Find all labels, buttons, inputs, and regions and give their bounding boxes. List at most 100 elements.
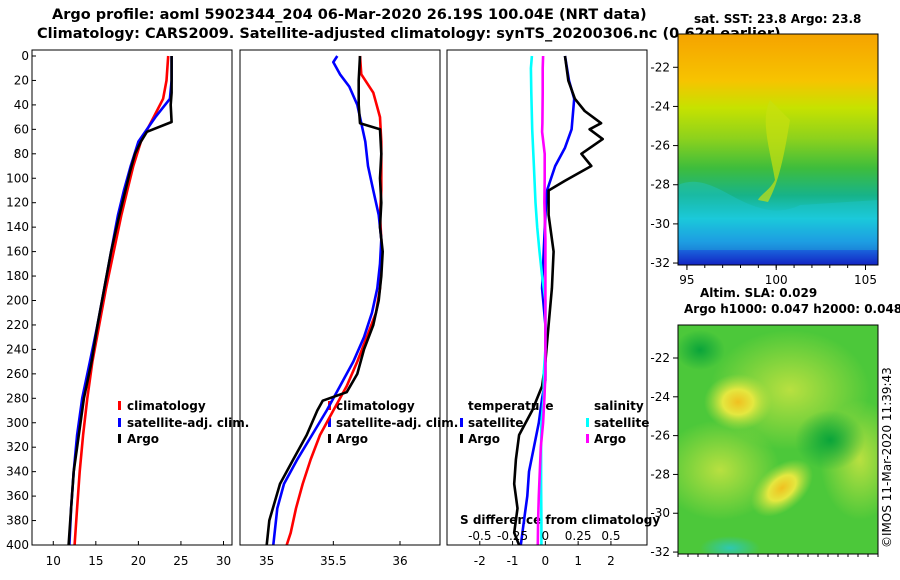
legend-swatch-satellite-adj bbox=[118, 418, 121, 427]
sst-map-title: sat. SST: 23.8 Argo: 23.8 bbox=[694, 12, 861, 26]
legend-label-sal-satellite: satellite bbox=[594, 416, 649, 430]
x-tick-label: 1 bbox=[574, 554, 582, 568]
copyright-credit: ©IMOS 11-Mar-2020 11:39:43 bbox=[880, 367, 894, 548]
legend-swatch-sal-argo bbox=[586, 434, 589, 443]
sst-cold-patch bbox=[678, 181, 878, 250]
x-tick-label: 2 bbox=[607, 554, 615, 568]
legend-swatch-temp-argo bbox=[460, 434, 463, 443]
y-tick-label: 300 bbox=[6, 416, 29, 430]
sla-low-anomaly bbox=[678, 330, 725, 370]
sst-map-frame: -22 -24 -26 -28 -30 -32 95 100 105 bbox=[650, 33, 879, 287]
legend-label-climatology: climatology bbox=[127, 399, 206, 413]
y-tick-label: 260 bbox=[6, 367, 29, 381]
map-y-tick-label: -28 bbox=[650, 467, 670, 481]
s-diff-tick-label: -0.5 bbox=[468, 529, 491, 543]
y-tick-label: 400 bbox=[6, 538, 29, 552]
header-line-1: Argo profile: aoml 5902344_204 06-Mar-20… bbox=[52, 7, 647, 23]
legend-label-climatology: climatology bbox=[336, 399, 415, 413]
y-tick-label: 80 bbox=[14, 147, 29, 161]
sst-map bbox=[678, 34, 878, 265]
x-tick-label: 36 bbox=[392, 554, 407, 568]
map-x-tick-label: 100 bbox=[765, 273, 788, 287]
temperature-profile-series bbox=[67, 55, 173, 545]
series-line-climatology bbox=[73, 55, 170, 545]
sla-high-anomaly bbox=[704, 374, 772, 430]
legend-title-salinity: salinity bbox=[594, 399, 644, 413]
temperature-profile-frame bbox=[31, 49, 233, 546]
y-tick-label: 20 bbox=[14, 73, 29, 87]
sst-warm-intrusion bbox=[758, 100, 790, 202]
legend-label-argo: Argo bbox=[127, 432, 159, 446]
legend-label-temp-satellite: satellite bbox=[468, 416, 523, 430]
sla-low-anomaly bbox=[795, 410, 865, 470]
y-tick-label: 320 bbox=[6, 440, 29, 454]
difference-from-climatology-frame bbox=[446, 49, 648, 546]
y-tick-label: 360 bbox=[6, 489, 29, 503]
legend-swatch-climatology bbox=[118, 401, 121, 410]
legend-swatch-argo bbox=[118, 434, 121, 443]
s-diff-tick-label: -0.25 bbox=[497, 529, 528, 543]
sla-map-frame: -22 -24 -26 -28 -30 -32 bbox=[650, 324, 879, 559]
series-line-salinity-argo bbox=[536, 55, 547, 545]
series-line-climatology bbox=[285, 55, 383, 545]
map-y-tick-label: -30 bbox=[650, 217, 670, 231]
x-tick-label: 35.5 bbox=[320, 554, 347, 568]
sst-map-border bbox=[677, 33, 879, 266]
map-y-tick-label: -26 bbox=[650, 429, 670, 443]
map-y-tick-label: -24 bbox=[650, 99, 670, 113]
temperature-legend: climatology satellite-adj. clim. Argo bbox=[118, 399, 249, 446]
legend-label-sal-argo: Argo bbox=[594, 432, 626, 446]
salinity-legend: climatology satellite-adj. clim. Argo bbox=[328, 399, 458, 446]
s-difference-axis-label: S difference from climatology bbox=[460, 513, 660, 527]
x-tick-label: 15 bbox=[88, 554, 103, 568]
map-y-tick-label: -26 bbox=[650, 139, 670, 153]
series-line-temperature-satellite bbox=[519, 55, 576, 545]
map-y-tick-label: -24 bbox=[650, 390, 670, 404]
sst-map-ticks: -22 -24 -26 -28 -30 -32 95 100 105 bbox=[650, 60, 877, 287]
x-tick-label: 25 bbox=[173, 554, 188, 568]
s-diff-tick-label: 0.25 bbox=[565, 529, 592, 543]
sla-map-ticks: -22 -24 -26 -28 -30 -32 bbox=[650, 351, 879, 559]
map-y-tick-label: -28 bbox=[650, 178, 670, 192]
salinity-profile-panel: 35 35.5 36 bbox=[239, 49, 441, 568]
legend-swatch-temp-satellite bbox=[460, 418, 463, 427]
map-y-tick-label: -22 bbox=[650, 351, 670, 365]
y-tick-label: 0 bbox=[21, 49, 29, 63]
y-tick-label: 220 bbox=[6, 318, 29, 332]
header-line-2: Climatology: CARS2009. Satellite-adjuste… bbox=[37, 26, 781, 42]
map-y-tick-label: -30 bbox=[650, 506, 670, 520]
sla-map-title-1: Altim. SLA: 0.029 bbox=[700, 286, 817, 300]
legend-label-satellite-adj: satellite-adj. clim. bbox=[336, 416, 458, 430]
x-tick-label: -1 bbox=[507, 554, 519, 568]
y-tick-label: 180 bbox=[6, 269, 29, 283]
map-x-tick-label: 95 bbox=[679, 273, 694, 287]
salinity-profile-frame bbox=[239, 49, 441, 546]
y-tick-label: 240 bbox=[6, 342, 29, 356]
legend-swatch-sal-satellite bbox=[586, 418, 589, 427]
difference-legend: temperature salinity satellite Argo sate… bbox=[460, 399, 649, 446]
salinity-profile-series bbox=[265, 55, 385, 545]
s-diff-tick-label: 0 bbox=[542, 529, 550, 543]
x-tick-label: 30 bbox=[216, 554, 231, 568]
difference-from-climatology-series bbox=[512, 55, 605, 545]
y-tick-label: 40 bbox=[14, 98, 29, 112]
legend-label-satellite-adj: satellite-adj. clim. bbox=[127, 416, 249, 430]
y-tick-label: 60 bbox=[14, 122, 29, 136]
sla-map-title-2: Argo h1000: 0.047 h2000: 0.048 bbox=[684, 302, 900, 316]
sla-high-anomaly bbox=[751, 459, 813, 517]
map-y-tick-label: -32 bbox=[650, 545, 670, 559]
s-diff-tick-label: 0.5 bbox=[601, 529, 620, 543]
x-tick-label: 35 bbox=[259, 554, 274, 568]
y-tick-label: 120 bbox=[6, 196, 29, 210]
x-tick-label: 0 bbox=[542, 554, 550, 568]
legend-swatch-argo bbox=[328, 434, 331, 443]
sla-map bbox=[678, 325, 878, 554]
x-tick-label: -2 bbox=[474, 554, 486, 568]
map-y-tick-label: -32 bbox=[650, 256, 670, 270]
legend-swatch-satellite-adj bbox=[328, 418, 331, 427]
temperature-profile-panel: 10 15 20 25 30020406080100120140160180200220… bbox=[6, 49, 233, 568]
series-line-satellite-adj-clim- bbox=[272, 55, 383, 545]
map-y-tick-label: -22 bbox=[650, 60, 670, 74]
difference-from-climatology-panel: -2 -1 0 1 2 -0.5 -0.25 0 0.25 0.5 bbox=[446, 49, 648, 568]
